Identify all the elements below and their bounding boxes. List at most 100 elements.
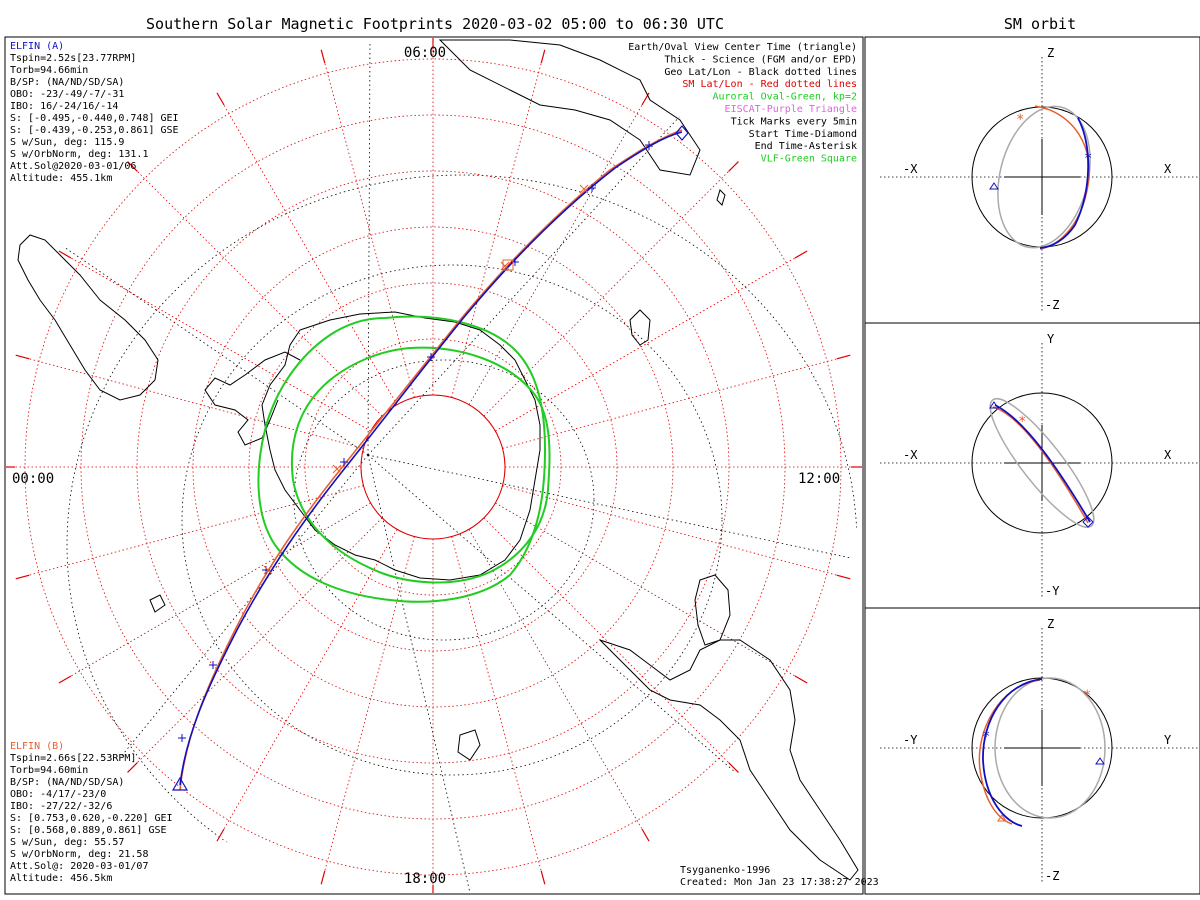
- probe-info-line: S: [-0.495,-0.440,0.748] GEI: [10, 113, 179, 124]
- geo-meridian: [19, 454, 369, 881]
- track-elfin-a: [179, 131, 683, 786]
- probe-info-line: Tspin=2.52s[23.77RPM]: [10, 53, 136, 64]
- orbit-ellipse-gray: [994, 677, 1106, 819]
- axis-label-left: -X: [903, 448, 918, 462]
- sm-meridian: [17, 355, 364, 449]
- axis-label-right: X: [1164, 162, 1172, 176]
- sm-hour-tick: [320, 49, 326, 64]
- orbit-arc-b: [992, 406, 1089, 524]
- sm-hour-tick: [216, 828, 225, 842]
- track-a-tick: [427, 353, 435, 361]
- geo-latitude-ring: [66, 174, 858, 893]
- track-elfin-b: [179, 129, 683, 791]
- orbit-arc-a: [994, 404, 1091, 523]
- sm-hour-tick: [540, 870, 546, 885]
- orbit-end-asterisk: *: [982, 729, 990, 745]
- track-b-ticks: [263, 184, 589, 575]
- probe-info-line: S: [0.753,0.620,-0.220] GEI: [10, 813, 173, 824]
- geo-grid: [9, 39, 861, 893]
- auroral-oval-poleward: [290, 346, 551, 584]
- legend-entry: Auroral Oval-Green, kp=2: [713, 92, 858, 103]
- probe-info-line: OBO: -23/-49/-7/-31: [10, 89, 124, 100]
- sm-meridian: [451, 536, 545, 883]
- sm-meridian: [502, 485, 849, 579]
- sm-hour-tick: [728, 762, 739, 773]
- antarctic-peninsula: [204, 351, 301, 446]
- orbit-triangle: [997, 814, 1007, 822]
- sm-meridian: [483, 517, 738, 772]
- legend-entry: End Time-Asterisk: [755, 141, 857, 152]
- probe-info-line: Altitude: 455.1km: [10, 173, 112, 184]
- orbit-triangle: [989, 182, 999, 190]
- axis-label-bottom: -Y: [1045, 584, 1060, 598]
- orbit-triangle: [1095, 757, 1105, 765]
- geo-meridian: [367, 454, 861, 881]
- probe-info-line: Tspin=2.66s[22.53RPM]: [10, 753, 136, 764]
- orbit-end-asterisk: *: [1018, 414, 1026, 430]
- track-a-tick: [262, 566, 270, 574]
- probe-title: ELFIN (A): [10, 41, 64, 52]
- sm-hour-tick: [540, 49, 546, 64]
- probe-info-line: S: [0.568,0.889,0.861] GSE: [10, 825, 167, 836]
- madagascar-coast: [694, 574, 731, 646]
- orbit-end-asterisk: *: [1016, 112, 1024, 128]
- geo-meridian: [367, 39, 371, 456]
- sm-hour-tick: [58, 250, 72, 259]
- orbit-panel-xy: Y -Y -X X *: [880, 332, 1198, 598]
- geo-meridian: [367, 39, 751, 456]
- track-a-tick: [209, 661, 217, 669]
- polar-map: 06:00 00:00 12:00 18:00 Earth/Oval View …: [6, 38, 879, 893]
- track-b-tick: [579, 184, 589, 194]
- probe-b-info: ELFIN (B)Tspin=2.66s[22.53RPM]Torb=94.60…: [10, 741, 173, 884]
- southern-island-3: [716, 189, 726, 206]
- sm-meridian: [321, 51, 415, 398]
- southern-island-1: [457, 729, 481, 761]
- sm-hour-tick: [836, 574, 851, 580]
- axis-label-top: Z: [1047, 46, 1054, 60]
- probe-info-line: IBO: 16/-24/16/-14: [10, 101, 118, 112]
- track-a-tick: [588, 184, 596, 192]
- new-zealand-coast: [629, 309, 651, 346]
- sm-hour-tick: [794, 250, 808, 259]
- track-a-tick: [178, 734, 186, 742]
- track-a-tick: [340, 458, 348, 466]
- credit-line: Tsyganenko-1996: [680, 865, 770, 876]
- geo-meridian: [367, 454, 861, 561]
- probe-info-line: S w/Sun, deg: 115.9: [10, 137, 124, 148]
- probe-info-line: B/SP: (NA/ND/SD/SA): [10, 777, 124, 788]
- southern-island-2: [149, 594, 166, 613]
- probe-info-line: S: [-0.439,-0.253,0.861] GSE: [10, 125, 179, 136]
- track-a-tick: [645, 141, 653, 149]
- legend-entry: SM Lat/Lon - Red dotted lines: [682, 79, 857, 90]
- axis-label-bottom: -Z: [1045, 869, 1059, 883]
- track-b-tick: [263, 565, 273, 575]
- geo-meridian: [367, 454, 471, 893]
- sm-hour-tick: [641, 828, 650, 842]
- probe-info-line: Torb=94.60min: [10, 765, 88, 776]
- sm-latitude-ring: [24, 58, 842, 876]
- axis-label-top: Z: [1047, 617, 1054, 631]
- south-america-coast: [17, 234, 159, 401]
- orbit-end-asterisk: *: [1084, 151, 1092, 167]
- probe-a-info: ELFIN (A)Tspin=2.52s[23.77RPM]Torb=94.66…: [10, 41, 179, 184]
- legend-entry: Start Time-Diamond: [749, 129, 857, 140]
- sm-meridian: [483, 162, 738, 417]
- axis-label-right: X: [1164, 448, 1172, 462]
- sm-grid: [6, 38, 862, 893]
- axis-label-right: Y: [1164, 733, 1172, 747]
- geo-meridian: [9, 209, 369, 456]
- sm-hour-tick: [15, 574, 30, 580]
- probe-info-line: Torb=94.66min: [10, 65, 88, 76]
- legend-entry: Tick Marks every 5min: [731, 116, 857, 127]
- sm-meridian: [17, 485, 364, 579]
- mlt-label-right: 12:00: [798, 471, 840, 487]
- orbit-frame: [864, 36, 1200, 895]
- orbit-end-asterisk: *: [1083, 688, 1091, 704]
- probe-info-line: OBO: -4/17/-23/0: [10, 789, 106, 800]
- legend-entry: Earth/Oval View Center Time (triangle): [628, 42, 857, 53]
- sm-hour-tick: [58, 675, 72, 684]
- mlt-label-bottom: 18:00: [404, 871, 446, 887]
- antarctica-coast: [261, 311, 541, 581]
- orbit-panel-xz: Z -Z -X X * *: [880, 46, 1198, 312]
- australia-coast: [438, 39, 701, 176]
